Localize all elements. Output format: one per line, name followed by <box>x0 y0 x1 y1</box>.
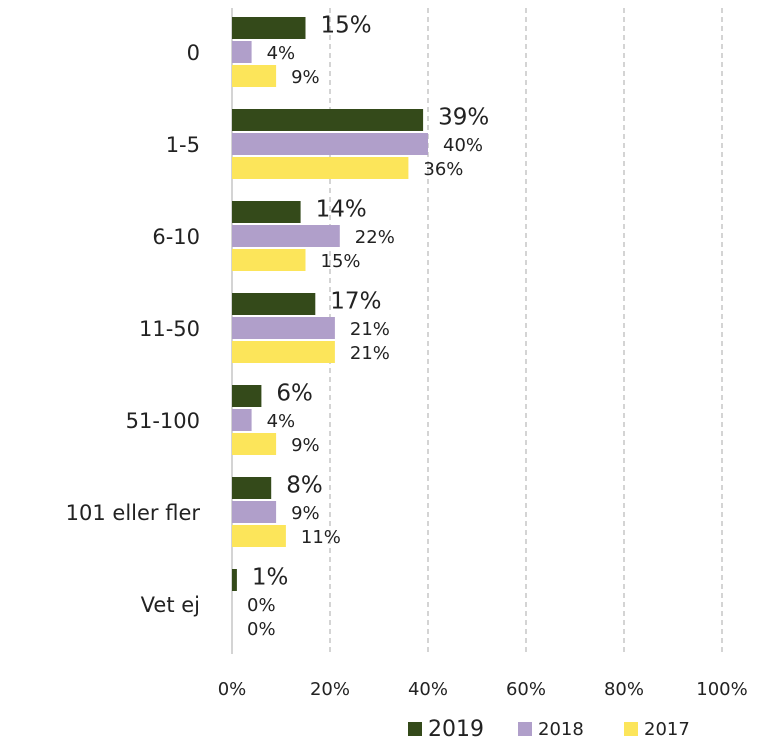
value-label: 21% <box>350 319 390 340</box>
bar <box>232 477 272 499</box>
value-label: 39% <box>438 105 489 131</box>
legend-swatch <box>518 722 532 736</box>
bar <box>232 133 428 155</box>
category-label: 6-10 <box>152 225 200 249</box>
bar <box>232 341 335 363</box>
value-label: 21% <box>350 343 390 364</box>
category-label: Vet ej <box>141 593 200 617</box>
category-label: 101 eller fler <box>66 501 201 525</box>
x-tick-label: 100% <box>696 679 747 700</box>
value-label: 40% <box>443 135 483 156</box>
value-label: 15% <box>321 251 361 272</box>
legend-swatch <box>624 722 638 736</box>
value-label: 15% <box>321 13 372 39</box>
category-label: 11-50 <box>139 317 200 341</box>
bar <box>232 249 306 271</box>
bar <box>232 317 335 339</box>
category-label: 0 <box>187 41 200 65</box>
bar <box>232 41 252 63</box>
legend-label: 2017 <box>644 719 690 740</box>
bar <box>232 201 301 223</box>
bar <box>232 525 286 547</box>
bar <box>232 433 277 455</box>
x-tick-label: 20% <box>310 679 350 700</box>
value-label: 9% <box>291 435 320 456</box>
value-label: 9% <box>291 67 320 88</box>
bar <box>232 109 424 131</box>
bar <box>232 225 340 247</box>
value-label: 22% <box>355 227 395 248</box>
x-tick-label: 40% <box>408 679 448 700</box>
value-label: 8% <box>286 473 323 499</box>
bar <box>232 65 277 87</box>
legend-label: 2019 <box>428 717 484 742</box>
bar <box>232 17 306 39</box>
value-label: 36% <box>423 159 463 180</box>
bar <box>232 293 316 315</box>
category-label: 1-5 <box>166 133 200 157</box>
value-label: 6% <box>276 381 313 407</box>
x-tick-label: 0% <box>218 679 247 700</box>
value-label: 14% <box>316 197 367 223</box>
value-label: 0% <box>247 595 276 616</box>
bar <box>232 409 252 431</box>
value-label: 0% <box>247 619 276 640</box>
legend-label: 2018 <box>538 719 584 740</box>
value-label: 4% <box>267 411 296 432</box>
value-label: 17% <box>330 289 381 315</box>
value-label: 9% <box>291 503 320 524</box>
legend-swatch <box>408 722 422 736</box>
bar <box>232 157 409 179</box>
bar <box>232 501 277 523</box>
x-tick-label: 80% <box>604 679 644 700</box>
x-tick-label: 60% <box>506 679 546 700</box>
category-label: 51-100 <box>126 409 200 433</box>
value-label: 4% <box>267 43 296 64</box>
bar <box>232 385 262 407</box>
bar <box>232 569 237 591</box>
value-label: 11% <box>301 527 341 548</box>
value-label: 1% <box>252 565 289 591</box>
